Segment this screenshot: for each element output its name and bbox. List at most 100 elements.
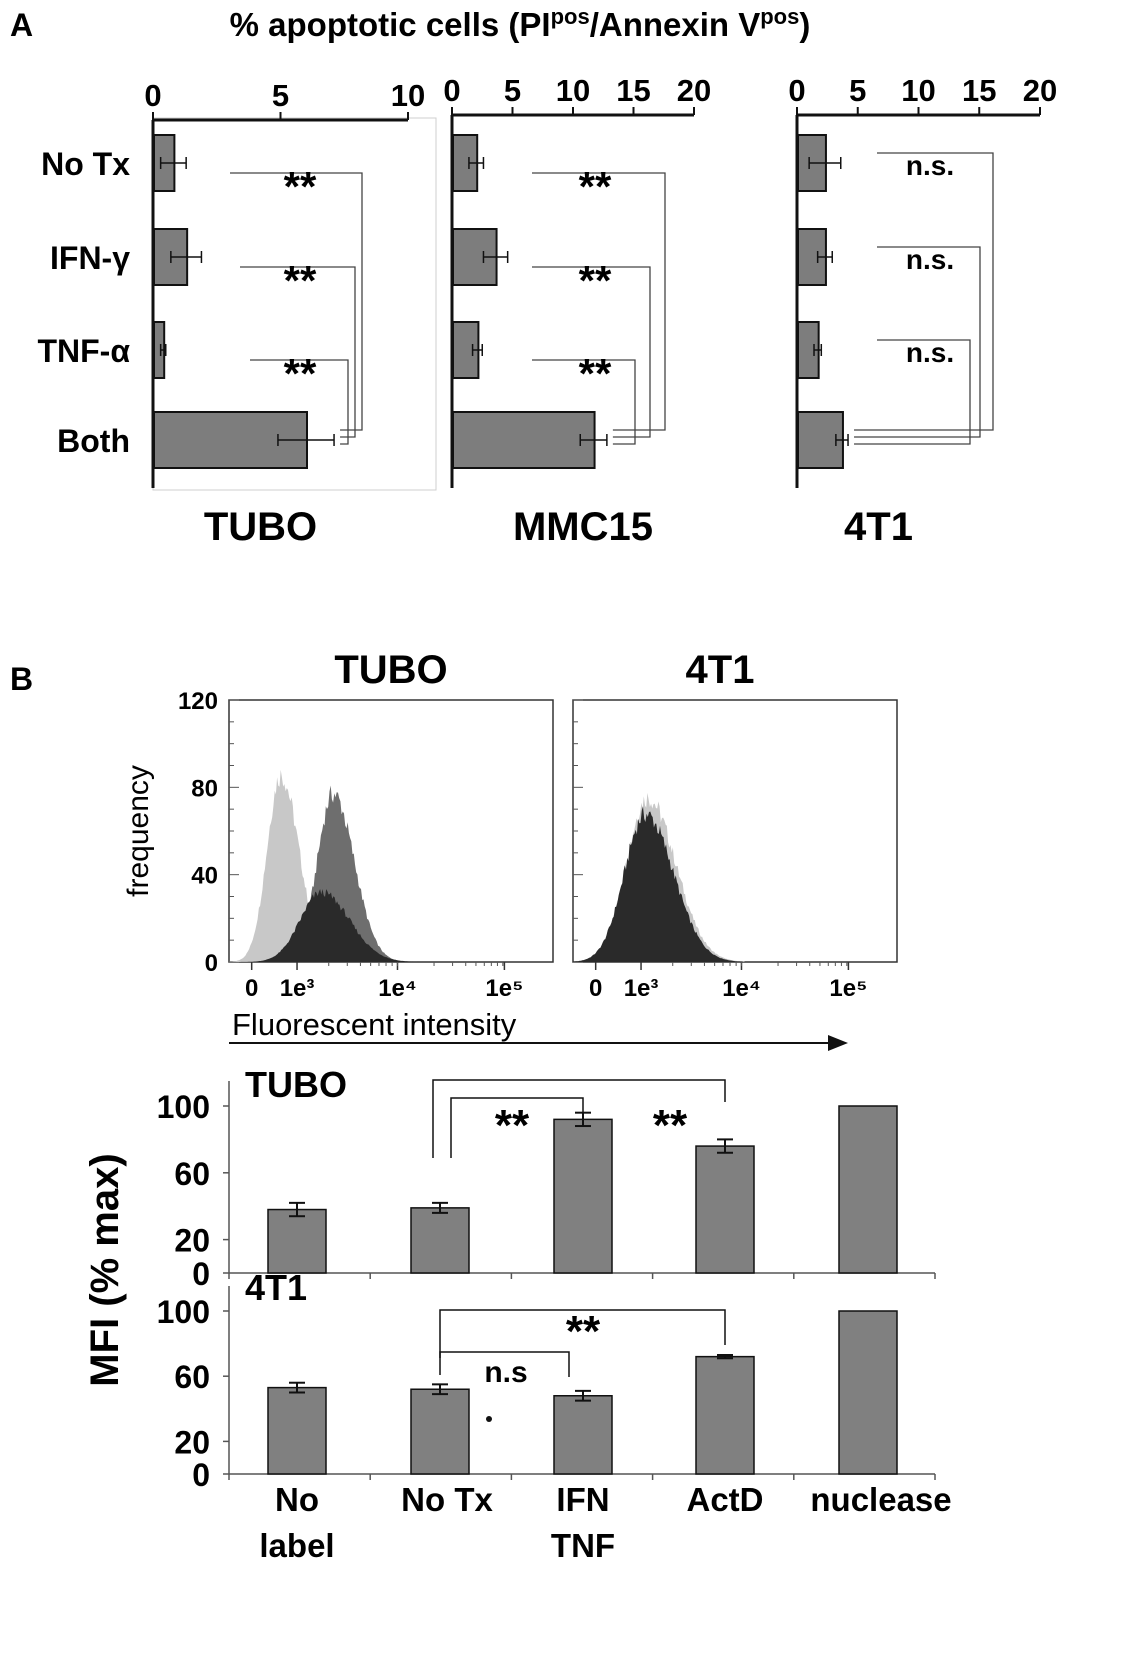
histogram-y-axis-label: frequency [122,765,155,897]
mfi-4t1-title: 4T1 [245,1267,307,1308]
mfi-category-label-2-0: IFN [556,1481,609,1518]
panel-label-b: B [10,661,33,697]
mmc15-tick-label-0: 0 [443,73,460,108]
mmc15-tick-label-3: 15 [616,73,650,108]
row-label-both: Both [57,423,130,459]
mmc15-significance-bracket-1 [532,266,651,438]
mfi-category-label-3-0: ActD [686,1481,763,1518]
mmc15-significance-label-1: ** [579,257,612,304]
4t1-tick-label-1: 5 [849,73,866,108]
hist-tubo-histogram-series-2 [229,889,419,962]
tubo-significance-label-1: ** [284,257,317,304]
panel-a-title: % apoptotic cells (PIpos/Annexin Vpos) [230,4,811,43]
4t1-tick-label-4: 20 [1023,73,1057,108]
hist-tubo-x-tick-label-2: 1e⁴ [378,975,417,1002]
histogram-y-tick-1: 40 [191,863,218,890]
mfi-tubo-bracket-ifn-tnf [450,1097,584,1158]
mfi-tubo-bar-0 [267,1208,327,1274]
4t1-significance-bracket-0 [854,152,994,431]
mfi-4t1-y-tick-label-3: 100 [157,1294,210,1330]
4t1-significance-label-1: n.s. [906,244,954,275]
hist-4t1-x-tick-label-3: 1e⁵ [829,975,867,1002]
mfi-tubo-significance-label-1: ** [653,1101,688,1150]
hist-4t1-title: 4T1 [686,648,755,692]
hist-tubo-histogram-series-1 [235,785,431,962]
histogram-x-axis-label: Fluorescent intensity [232,1007,517,1042]
mmc15-significance-label-2: ** [579,350,612,397]
panel-b-histograms: 0 40 80 120 frequency TUBO 0 1e³ 1e⁴ 1e⁵ 4T1 0 1e³ 1e… [122,648,898,1051]
hist-tubo-histogram-series-0 [229,769,378,962]
4t1-tick-label-2: 10 [901,73,935,108]
mfi-y-axis-label: MFI (% max) [83,1153,127,1386]
mmc15-significance-label-0: ** [579,163,612,210]
mfi-4t1-bar-0 [267,1386,327,1475]
mfi-4t1-y-tick-label-0: 0 [192,1457,210,1493]
mfi-4t1-y-tick-label-2: 60 [174,1359,210,1395]
panel-a-title-part3: ) [799,6,810,43]
row-label-tnf: TNF-α [37,333,130,369]
panel-a-title-part1: % apoptotic cells (PI [230,6,551,43]
hist-4t1-x-tick-label-1: 1e³ [624,975,659,1002]
mfi-4t1-bracket-ifn-tnf [439,1351,570,1377]
mfi-tubo-bar-3 [695,1145,755,1274]
4t1-bar-both [797,411,844,469]
mfi-4t1-y-tick-label-1: 20 [174,1424,210,1460]
mfi-tubo-bar-4 [838,1105,898,1274]
mfi-4t1-bar-1 [410,1388,470,1475]
mmc15-significance-bracket-0 [532,172,666,431]
mfi-4t1-bracket-actd [439,1309,726,1358]
4t1-significance-label-0: n.s. [906,150,954,181]
mfi-tubo-y-tick-label-1: 20 [174,1223,210,1259]
panel-label-a: A [10,7,33,43]
mmc15-tick-label-2: 10 [556,73,590,108]
panel-a-charts: No Tx IFN-γ TNF-α Both 0 5 10 ** ** ** TUBO 0 5 10 15 2… [37,73,1057,549]
mfi-4t1-bar-3 [695,1355,755,1475]
mfi-tubo-y-tick-label-0: 0 [192,1256,210,1292]
4t1-significance-label-2: n.s. [906,337,954,368]
mfi-4t1-significance-label-0: n.s [484,1356,527,1389]
row-label-ifn: IFN-γ [50,240,130,276]
tubo-tick-label-1: 5 [272,78,289,113]
tubo-tick-label-2: 10 [391,78,425,113]
4t1-chart-title: 4T1 [844,505,913,549]
4t1-significance-bracket-1 [854,246,981,438]
hist-4t1-x-tick-label-0: 0 [589,975,602,1002]
4t1-significance-bracket-2 [854,339,971,445]
row-label-no-tx: No Tx [41,146,130,182]
mfi-tubo-bracket-actd [432,1079,726,1158]
mfi-tubo-title: TUBO [245,1064,347,1105]
mfi-category-label-1-0: No Tx [401,1481,493,1518]
mfi-category-label-0-0: No [275,1481,319,1518]
hist-tubo-x-tick-label-0: 0 [245,975,258,1002]
panel-a-title-part2: /Annexin V [590,6,761,43]
hist-tubo-x-tick-label-1: 1e³ [280,975,315,1002]
mmc15-bar-both [452,411,596,469]
mfi-4t1-bar-4 [838,1310,898,1475]
tubo-chart-title: TUBO [204,505,317,549]
tubo-significance-label-2: ** [284,350,317,397]
mfi-tubo-y-tick-label-3: 100 [157,1089,210,1125]
mfi-4t1-label-dot [486,1416,492,1422]
tubo-significance-bracket-0 [230,172,363,431]
mmc15-tick-label-4: 20 [677,73,711,108]
mfi-4t1-bar-2 [553,1395,613,1475]
mfi-category-label-0-1: label [259,1527,334,1564]
mfi-tubo-significance-label-0: ** [495,1101,530,1150]
histogram-x-axis-arrowhead [828,1035,848,1051]
histogram-y-tick-2: 80 [191,775,218,802]
mfi-category-label-4-0: nuclease [810,1481,951,1518]
hist-tubo-title: TUBO [334,648,447,692]
hist-4t1-histogram-series-1 [573,806,743,962]
panel-a-title-sup2: pos [760,4,799,29]
histogram-y-tick-3: 120 [178,688,218,715]
mmc15-significance-bracket-2 [532,359,636,445]
4t1-tick-label-3: 15 [962,73,996,108]
histogram-y-tick-0: 0 [205,950,218,977]
tubo-significance-label-0: ** [284,163,317,210]
mfi-tubo-bar-2 [553,1118,613,1274]
tubo-tick-label-0: 0 [144,78,161,113]
mfi-4t1-significance-label-1: ** [566,1307,601,1356]
tubo-significance-bracket-2 [250,359,349,445]
